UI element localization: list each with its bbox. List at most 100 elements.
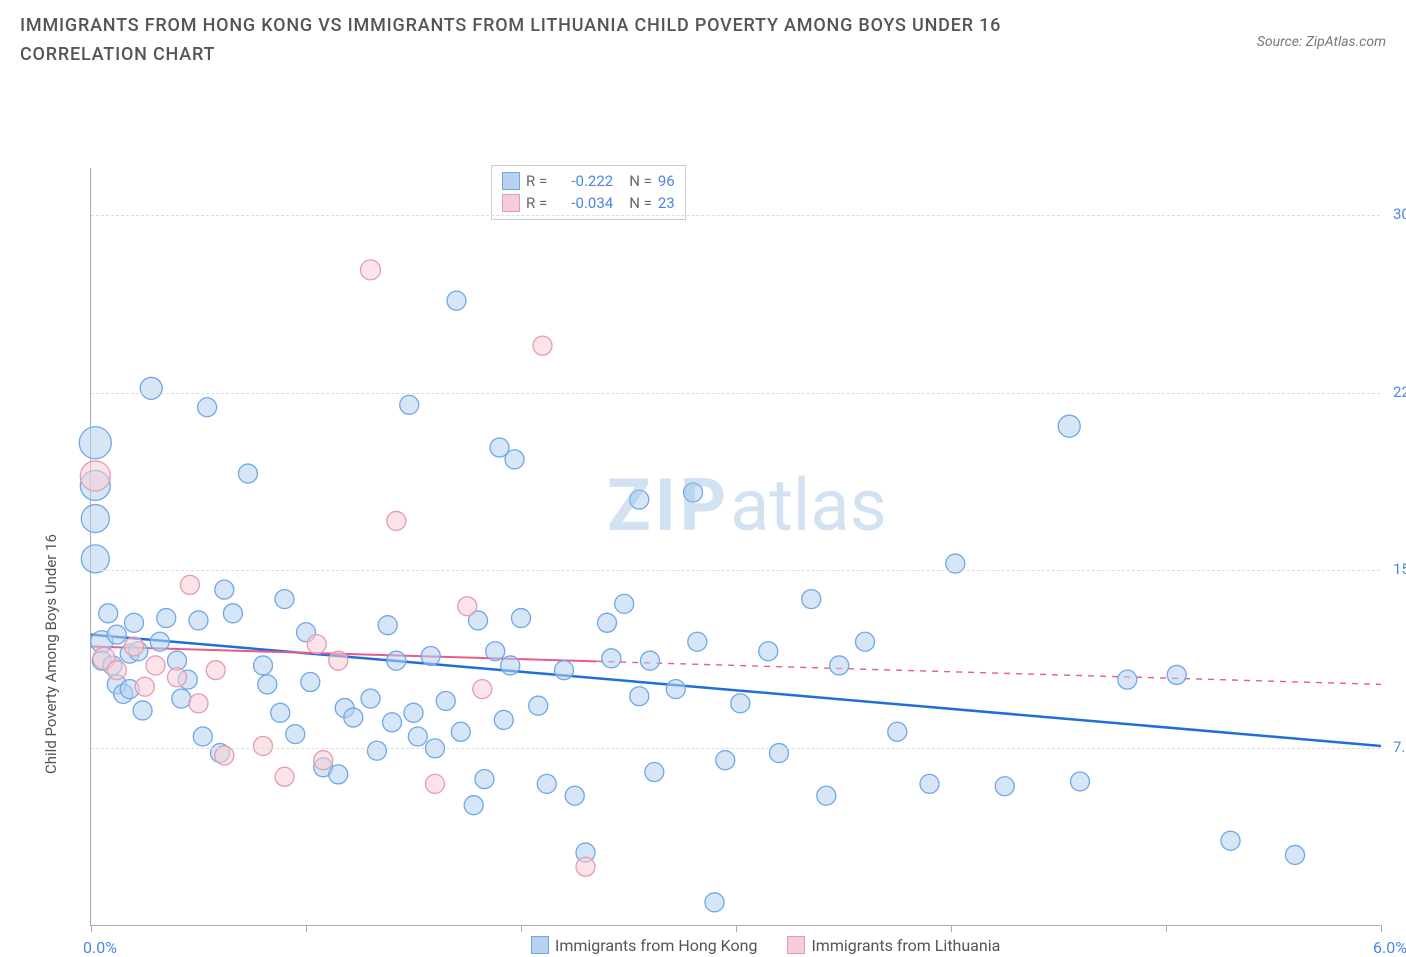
x-tick [951, 925, 952, 932]
scatter-point [329, 651, 348, 670]
scatter-point [135, 677, 154, 696]
scatter-point [475, 769, 494, 788]
scatter-point [486, 641, 505, 660]
scatter-point [189, 611, 208, 630]
y-tick-label: 22.5% [1393, 383, 1406, 401]
scatter-point [529, 696, 548, 715]
stat-n-value: 96 [658, 170, 675, 193]
scatter-point [198, 397, 217, 416]
plot-area: ZIPatlas R =-0.222N =96R =-0.034N =23 Im… [90, 168, 1380, 926]
scatter-point [451, 722, 470, 741]
stat-n-value: 23 [658, 192, 675, 215]
scatter-point [329, 764, 348, 783]
scatter-point [458, 596, 477, 615]
scatter-point [688, 632, 707, 651]
scatter-point [180, 575, 199, 594]
scatter-point [705, 892, 724, 911]
scatter-point [79, 426, 111, 458]
y-tick-label: 30.0% [1393, 205, 1406, 223]
scatter-point [275, 589, 294, 608]
scatter-point [1071, 772, 1090, 791]
source-attribution: Source: ZipAtlas.com [1257, 34, 1386, 50]
scatter-point [494, 710, 513, 729]
scatter-point [125, 637, 144, 656]
scatter-point [344, 708, 363, 727]
scatter-point [770, 743, 789, 762]
stat-r-value: -0.222 [553, 170, 613, 193]
legend-swatch [787, 936, 805, 954]
series-name: Immigrants from Hong Kong [555, 936, 757, 955]
scatter-point [436, 691, 455, 710]
y-tick-label: 15.0% [1393, 560, 1406, 578]
scatter-point [286, 724, 305, 743]
scatter-point [367, 741, 386, 760]
scatter-point [314, 750, 333, 769]
scatter-points-layer [91, 168, 1381, 926]
scatter-point [378, 615, 397, 634]
scatter-point [387, 651, 406, 670]
stat-r-label: R = [526, 170, 547, 193]
scatter-point [512, 608, 531, 627]
scatter-point [168, 667, 187, 686]
scatter-point [81, 504, 109, 532]
scatter-point [383, 712, 402, 731]
scatter-point [1221, 831, 1240, 850]
scatter-point [426, 774, 445, 793]
stat-n-label: N = [629, 192, 652, 215]
series-legend-item: Immigrants from Lithuania [787, 936, 1000, 955]
stat-r-value: -0.034 [553, 192, 613, 215]
legend-swatch [502, 194, 520, 212]
series-legend: Immigrants from Hong Kong Immigrants from… [531, 936, 1000, 955]
scatter-point [400, 395, 419, 414]
scatter-point [146, 656, 165, 675]
scatter-point [125, 613, 144, 632]
stats-legend-row: R = -0.222 N = 96 [502, 170, 675, 193]
scatter-point [404, 703, 423, 722]
scatter-point [157, 608, 176, 627]
scatter-point [447, 291, 466, 310]
scatter-point [107, 660, 126, 679]
scatter-point [206, 660, 225, 679]
scatter-point [99, 603, 118, 622]
scatter-point [555, 660, 574, 679]
scatter-point [271, 703, 290, 722]
scatter-point [421, 646, 440, 665]
x-tick [1166, 925, 1167, 932]
scatter-point [565, 786, 584, 805]
scatter-point [238, 464, 257, 483]
gridline [91, 393, 1380, 394]
scatter-point [464, 795, 483, 814]
scatter-point [1286, 845, 1305, 864]
scatter-point [888, 722, 907, 741]
scatter-point [215, 580, 234, 599]
scatter-point [533, 336, 552, 355]
scatter-point [995, 776, 1014, 795]
scatter-point [641, 651, 660, 670]
legend-swatch [531, 936, 549, 954]
scatter-point [537, 774, 556, 793]
scatter-point [361, 689, 380, 708]
legend-swatch [502, 172, 520, 190]
scatter-point [80, 461, 110, 491]
scatter-point [802, 589, 821, 608]
scatter-point [81, 544, 109, 572]
scatter-point [1058, 415, 1080, 437]
scatter-point [387, 511, 406, 530]
gridline [91, 215, 1380, 216]
chart-header: IMMIGRANTS FROM HONG KONG VS IMMIGRANTS … [0, 0, 1406, 76]
scatter-point [920, 774, 939, 793]
scatter-point [630, 686, 649, 705]
y-tick-label: 7.5% [1393, 738, 1406, 756]
stat-n-label: N = [629, 170, 652, 193]
scatter-point [361, 259, 381, 279]
x-tick [1381, 925, 1382, 932]
stat-r-label: R = [526, 192, 547, 215]
scatter-point [1167, 665, 1186, 684]
stats-legend-box: R = -0.222 N = 96 R = -0.034 N = 23 [491, 165, 686, 220]
x-tick [306, 925, 307, 932]
x-axis-min-label: 0.0% [83, 938, 117, 957]
scatter-point [731, 693, 750, 712]
scatter-point [817, 786, 836, 805]
scatter-point [254, 736, 273, 755]
chart-title: IMMIGRANTS FROM HONG KONG VS IMMIGRANTS … [20, 12, 1120, 70]
